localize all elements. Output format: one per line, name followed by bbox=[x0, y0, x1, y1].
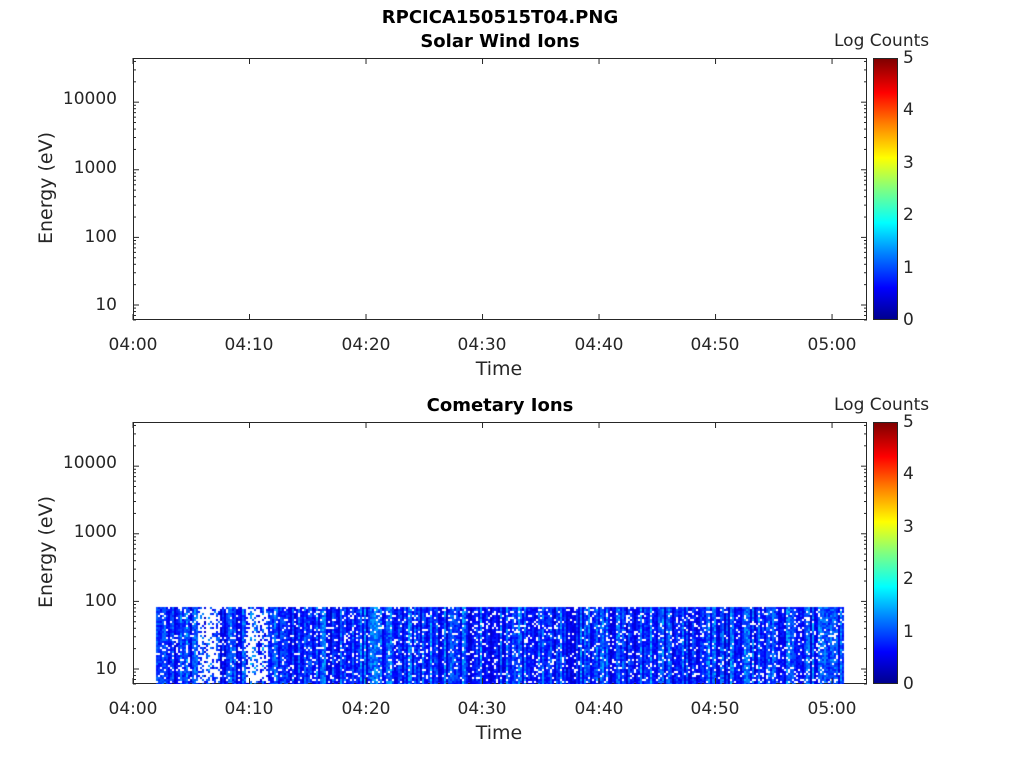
panel2-cbar-tick-0: 0 bbox=[903, 674, 914, 694]
figure-title: RPCICA150515T04.PNG bbox=[381, 7, 619, 28]
panel2-xtick-0450: 04:50 bbox=[690, 699, 740, 719]
panel2-cbar-tick-5: 5 bbox=[903, 412, 914, 432]
panel2-xtick-0420: 04:20 bbox=[341, 699, 391, 719]
panel1-ytick-100: 100 bbox=[84, 227, 117, 247]
panel1-xtick-0440: 04:40 bbox=[574, 335, 624, 355]
panel2-ytick-1000: 1000 bbox=[73, 522, 117, 542]
panel1-ytick-10000: 10000 bbox=[62, 89, 117, 109]
panel2-cbar-tick-3: 3 bbox=[903, 517, 914, 537]
panel2-ylabel: Energy (eV) bbox=[35, 495, 57, 609]
panel1-cbar-tick-2: 2 bbox=[903, 205, 914, 225]
panel2-title: Cometary Ions bbox=[426, 395, 574, 416]
panel2-ytick-100: 100 bbox=[84, 591, 117, 611]
panel1-xtick-0420: 04:20 bbox=[341, 335, 391, 355]
panel2-xtick-0500: 05:00 bbox=[807, 699, 857, 719]
panel1-xtick-0450: 04:50 bbox=[690, 335, 740, 355]
panel1-colorbar-label: Log Counts bbox=[834, 31, 930, 51]
panel2-cbar-tick-4: 4 bbox=[903, 464, 914, 484]
panel1-plot-area bbox=[133, 58, 867, 320]
panel2-ytick-10000: 10000 bbox=[62, 453, 117, 473]
panel2-cbar-tick-2: 2 bbox=[903, 569, 914, 589]
panel1-xtick-0410: 04:10 bbox=[224, 335, 274, 355]
panel2-colorbar bbox=[873, 422, 898, 684]
panel1-cbar-tick-5: 5 bbox=[903, 48, 914, 68]
panel1-ytick-10: 10 bbox=[95, 295, 117, 315]
panel1-cbar-tick-3: 3 bbox=[903, 153, 914, 173]
panel1-cbar-tick-4: 4 bbox=[903, 100, 914, 120]
panel2-spectrogram bbox=[133, 422, 867, 684]
panel2-xlabel: Time bbox=[475, 722, 523, 744]
panel1-ytick-1000: 1000 bbox=[73, 158, 117, 178]
panel1-xtick-0400: 04:00 bbox=[108, 335, 158, 355]
panel1-cbar-tick-0: 0 bbox=[903, 310, 914, 330]
panel2-xtick-0410: 04:10 bbox=[224, 699, 274, 719]
panel2-xtick-0430: 04:30 bbox=[457, 699, 507, 719]
panel1-xtick-0500: 05:00 bbox=[807, 335, 857, 355]
panel2-colorbar-label: Log Counts bbox=[834, 395, 930, 415]
panel2-xtick-0440: 04:40 bbox=[574, 699, 624, 719]
panel2-ytick-10: 10 bbox=[95, 659, 117, 679]
panel1-xlabel: Time bbox=[475, 358, 523, 380]
panel1-xtick-0430: 04:30 bbox=[457, 335, 507, 355]
panel1-title: Solar Wind Ions bbox=[420, 31, 580, 52]
panel2-xtick-0400: 04:00 bbox=[108, 699, 158, 719]
panel2-cbar-tick-1: 1 bbox=[903, 622, 914, 642]
panel1-colorbar bbox=[873, 58, 898, 320]
panel1-cbar-tick-1: 1 bbox=[903, 258, 914, 278]
